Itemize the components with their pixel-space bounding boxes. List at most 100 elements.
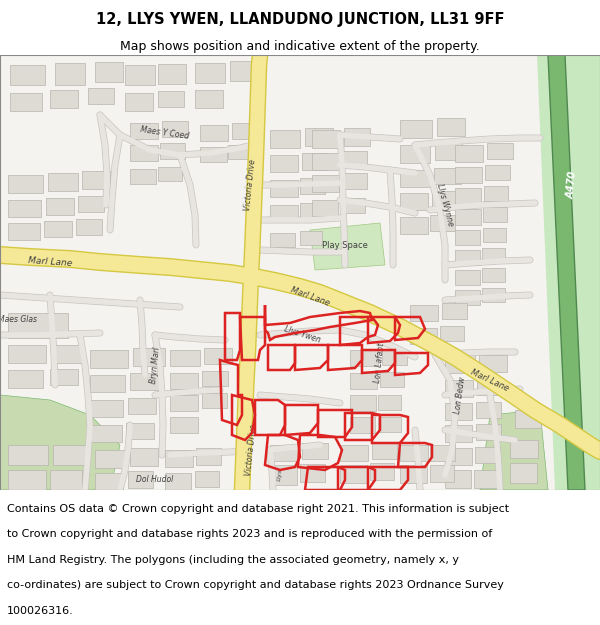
Bar (170, 373, 198, 389)
Bar (270, 180, 298, 197)
Bar (270, 155, 298, 172)
Bar (90, 400, 123, 417)
Bar (400, 465, 427, 483)
Bar (202, 371, 228, 386)
Bar (228, 145, 253, 159)
Bar (487, 143, 513, 159)
Bar (270, 233, 295, 247)
Text: Marl Lane: Marl Lane (470, 368, 511, 392)
Bar (372, 443, 397, 459)
Bar (170, 417, 198, 433)
Bar (510, 440, 538, 458)
Bar (130, 448, 158, 466)
Bar (482, 288, 505, 302)
Text: co-ordinates) are subject to Crown copyright and database rights 2023 Ordnance S: co-ordinates) are subject to Crown copyr… (7, 581, 504, 591)
Bar (445, 448, 472, 465)
Bar (300, 231, 322, 245)
Text: Lon Lafant: Lon Lafant (373, 342, 386, 383)
Bar (430, 215, 455, 231)
Polygon shape (0, 395, 120, 490)
Bar (48, 173, 78, 191)
Bar (76, 219, 102, 235)
Bar (8, 200, 41, 217)
Bar (440, 326, 464, 341)
Text: Play Space: Play Space (322, 241, 368, 249)
Bar (125, 93, 153, 111)
Bar (82, 171, 110, 189)
Polygon shape (310, 223, 385, 270)
Bar (312, 130, 340, 148)
Bar (455, 167, 482, 183)
Text: 12, LLYS YWEN, LLANDUDNO JUNCTION, LL31 9FF: 12, LLYS YWEN, LLANDUDNO JUNCTION, LL31 … (96, 12, 504, 27)
Bar (195, 471, 219, 487)
Bar (170, 395, 198, 411)
Bar (430, 465, 454, 482)
Bar (342, 151, 367, 167)
Bar (455, 290, 480, 305)
Bar (230, 61, 258, 81)
Bar (232, 123, 258, 139)
Text: HM Land Registry. The polygons (including the associated geometry, namely x, y: HM Land Registry. The polygons (includin… (7, 555, 459, 565)
Bar (52, 345, 82, 363)
Bar (434, 168, 461, 184)
Bar (10, 93, 42, 111)
Bar (437, 118, 465, 136)
Bar (340, 465, 367, 483)
Bar (305, 128, 333, 146)
Bar (55, 63, 85, 85)
Bar (483, 228, 506, 242)
Bar (400, 445, 428, 461)
Bar (410, 305, 438, 321)
Bar (382, 350, 407, 365)
Bar (158, 91, 184, 107)
Bar (476, 424, 501, 440)
Bar (350, 373, 377, 389)
Bar (130, 145, 158, 161)
Bar (10, 65, 45, 85)
Text: Contains OS data © Crown copyright and database right 2021. This information is : Contains OS data © Crown copyright and d… (7, 504, 509, 514)
Bar (90, 375, 125, 392)
Bar (128, 471, 153, 488)
Bar (200, 147, 227, 162)
Text: A470: A470 (566, 171, 578, 199)
Bar (8, 175, 43, 193)
Bar (515, 410, 541, 428)
Bar (195, 90, 223, 108)
Bar (158, 64, 186, 84)
Bar (482, 268, 505, 282)
Bar (435, 143, 462, 160)
Bar (95, 450, 125, 468)
Bar (78, 196, 104, 212)
Bar (342, 173, 367, 189)
Bar (455, 209, 481, 225)
Bar (95, 473, 123, 490)
Text: Bryn Marl: Bryn Marl (149, 346, 161, 384)
Bar (125, 65, 155, 85)
Bar (445, 380, 473, 397)
Bar (8, 313, 68, 338)
Bar (483, 207, 507, 222)
Bar (165, 450, 193, 467)
Bar (455, 230, 480, 245)
Bar (204, 348, 232, 364)
Bar (88, 88, 114, 104)
Bar (380, 372, 404, 387)
Bar (270, 130, 300, 148)
Bar (344, 128, 370, 146)
Bar (445, 355, 475, 373)
Bar (8, 370, 43, 388)
Text: Llys Ywen: Llys Ywen (283, 325, 322, 345)
Bar (445, 425, 472, 442)
Polygon shape (480, 410, 548, 490)
Bar (341, 198, 365, 213)
Bar (482, 248, 505, 262)
Bar (200, 125, 228, 141)
Text: Map shows position and indicative extent of the property.: Map shows position and indicative extent… (120, 39, 480, 52)
Text: Maes Y Coed: Maes Y Coed (140, 125, 190, 141)
Bar (378, 395, 401, 410)
Bar (196, 448, 221, 465)
Bar (312, 175, 339, 192)
Bar (160, 143, 185, 159)
Bar (50, 470, 82, 490)
Bar (312, 153, 339, 170)
